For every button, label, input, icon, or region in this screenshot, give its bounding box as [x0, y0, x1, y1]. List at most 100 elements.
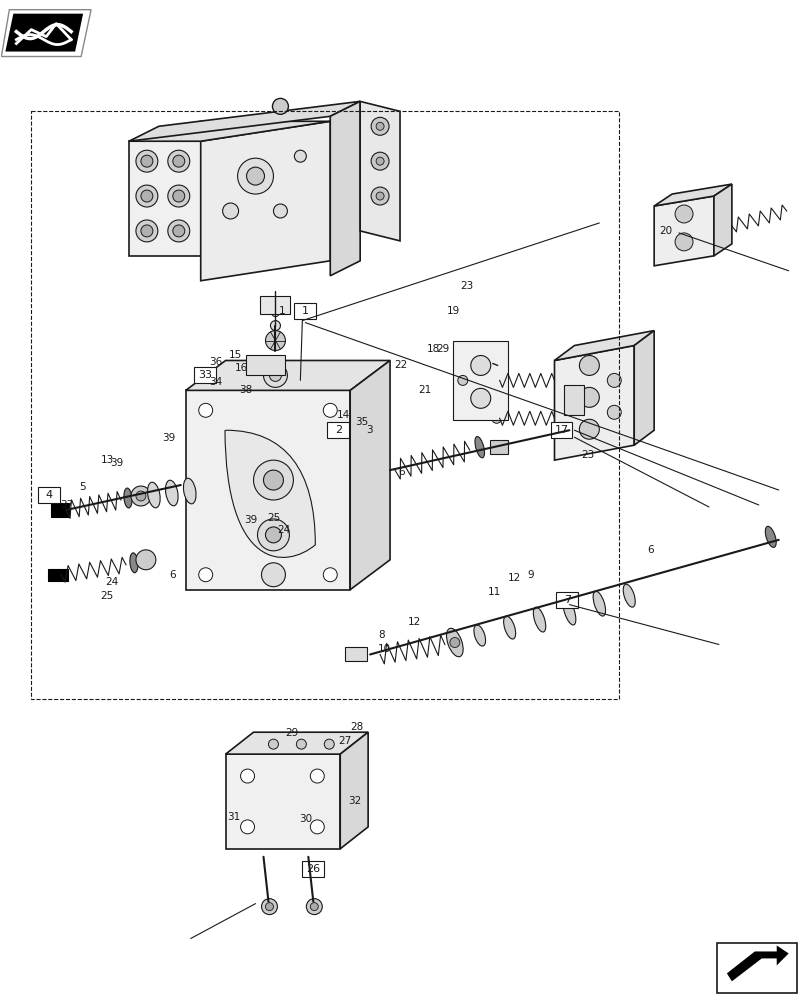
PathPatch shape — [225, 430, 315, 557]
Circle shape — [375, 122, 384, 130]
Circle shape — [168, 220, 190, 242]
Bar — [327, 422, 349, 438]
Circle shape — [253, 460, 293, 500]
Text: 24: 24 — [105, 577, 119, 587]
Circle shape — [579, 355, 599, 375]
Text: 21: 21 — [418, 385, 431, 395]
Text: 12: 12 — [407, 617, 421, 627]
Text: 18: 18 — [426, 344, 440, 354]
Polygon shape — [713, 184, 731, 256]
Ellipse shape — [623, 584, 634, 607]
Text: 15: 15 — [229, 350, 242, 360]
Text: 22: 22 — [394, 360, 407, 370]
Circle shape — [261, 563, 285, 587]
Circle shape — [607, 373, 620, 387]
Text: 17: 17 — [554, 425, 568, 435]
Text: 8: 8 — [378, 630, 384, 640]
Circle shape — [491, 413, 501, 423]
Ellipse shape — [130, 553, 138, 573]
Bar — [716, 943, 796, 993]
Circle shape — [141, 190, 152, 202]
Polygon shape — [186, 390, 350, 590]
Text: 10: 10 — [378, 644, 391, 654]
Bar — [550, 422, 572, 438]
Polygon shape — [554, 346, 633, 460]
Ellipse shape — [165, 480, 178, 506]
Circle shape — [457, 375, 467, 385]
Circle shape — [141, 225, 152, 237]
Circle shape — [240, 820, 254, 834]
Polygon shape — [360, 101, 400, 241]
Ellipse shape — [183, 478, 195, 504]
Text: 25: 25 — [267, 513, 280, 523]
Circle shape — [238, 158, 273, 194]
Circle shape — [296, 739, 306, 749]
Circle shape — [481, 358, 491, 368]
Circle shape — [579, 387, 599, 407]
Circle shape — [310, 820, 324, 834]
Polygon shape — [129, 101, 360, 141]
Text: 34: 34 — [209, 377, 222, 387]
Circle shape — [247, 167, 264, 185]
Polygon shape — [726, 945, 787, 981]
Circle shape — [265, 903, 273, 911]
Text: 13: 13 — [101, 455, 114, 465]
Text: 29: 29 — [436, 344, 448, 354]
Circle shape — [294, 150, 306, 162]
Polygon shape — [340, 732, 367, 849]
Bar — [38, 487, 60, 503]
Text: 11: 11 — [487, 587, 500, 597]
Text: 26: 26 — [306, 864, 320, 874]
Ellipse shape — [124, 488, 132, 508]
Text: 6: 6 — [169, 570, 175, 580]
Circle shape — [607, 405, 620, 419]
Polygon shape — [186, 360, 389, 390]
Circle shape — [579, 419, 599, 439]
Text: 7: 7 — [563, 595, 570, 605]
Text: 38: 38 — [239, 385, 252, 395]
Circle shape — [310, 769, 324, 783]
Polygon shape — [654, 196, 713, 266]
Bar — [32, 111, 619, 699]
Text: 31: 31 — [227, 812, 240, 822]
Circle shape — [371, 117, 388, 135]
Text: 6: 6 — [397, 467, 404, 477]
Ellipse shape — [503, 616, 515, 639]
Text: 2: 2 — [334, 425, 341, 435]
Polygon shape — [350, 360, 389, 590]
Circle shape — [222, 203, 238, 219]
Polygon shape — [51, 503, 69, 517]
Text: 16: 16 — [235, 363, 248, 373]
Polygon shape — [330, 101, 360, 276]
Text: 6: 6 — [646, 545, 653, 555]
Circle shape — [674, 205, 692, 223]
Circle shape — [491, 375, 501, 385]
Text: 5: 5 — [79, 482, 86, 492]
Text: 27: 27 — [338, 736, 351, 746]
Text: 39: 39 — [109, 458, 122, 468]
Polygon shape — [654, 184, 731, 206]
Ellipse shape — [474, 625, 485, 646]
Circle shape — [269, 369, 281, 381]
Text: 14: 14 — [337, 410, 350, 420]
Circle shape — [261, 899, 277, 915]
Circle shape — [263, 470, 283, 490]
Circle shape — [173, 190, 185, 202]
Circle shape — [375, 192, 384, 200]
Text: 32: 32 — [348, 796, 361, 806]
Text: 30: 30 — [298, 814, 312, 824]
Circle shape — [310, 903, 318, 911]
Ellipse shape — [562, 598, 575, 625]
Text: 3: 3 — [366, 425, 372, 435]
Circle shape — [674, 233, 692, 251]
Polygon shape — [200, 121, 330, 281]
Circle shape — [371, 152, 388, 170]
Bar — [194, 367, 216, 383]
Text: 1: 1 — [278, 306, 285, 316]
Circle shape — [371, 187, 388, 205]
Bar — [294, 303, 316, 319]
Text: 9: 9 — [527, 570, 534, 580]
Circle shape — [168, 185, 190, 207]
Circle shape — [323, 568, 337, 582]
Circle shape — [270, 321, 280, 331]
